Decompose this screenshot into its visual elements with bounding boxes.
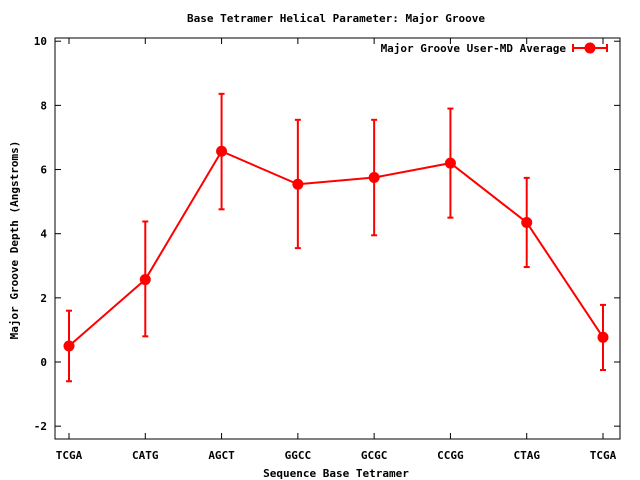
legend-marker <box>584 42 596 54</box>
plot-border <box>54 37 621 440</box>
y-tick-label: 4 <box>40 228 47 241</box>
legend: Major Groove User-MD Average <box>381 42 608 55</box>
x-tick-label: TCGA <box>56 449 83 462</box>
plot-area: -2 0 2 4 6 8 10 TCGA CATG AGCT GGCC GCGC CCGG CTAG TCG… <box>34 35 621 462</box>
x-tick-label: GCGC <box>361 449 388 462</box>
y-tick-label: 8 <box>40 99 47 112</box>
x-tick-label: TCGA <box>590 449 617 462</box>
data-point <box>597 331 609 343</box>
x-tick-label: CTAG <box>513 449 540 462</box>
legend-label: Major Groove User-MD Average <box>381 42 567 55</box>
y-tick-label: -2 <box>34 420 47 433</box>
x-tick-label: CATG <box>132 449 159 462</box>
data-point <box>444 157 456 169</box>
data-point <box>63 340 75 352</box>
chart-title: Base Tetramer Helical Parameter: Major G… <box>187 12 485 25</box>
data-point <box>368 172 380 184</box>
data-point <box>521 216 533 228</box>
x-axis-label: Sequence Base Tetramer <box>263 467 409 480</box>
y-tick-label: 0 <box>40 356 47 369</box>
x-tick-label: CCGG <box>437 449 464 462</box>
y-tick-label: 10 <box>34 35 47 48</box>
y-axis-label: Major Groove Depth (Angstroms) <box>8 141 21 340</box>
data-point <box>216 145 228 157</box>
data-point <box>292 178 304 190</box>
x-tick-label: AGCT <box>208 449 235 462</box>
series-line <box>68 149 604 347</box>
data-point <box>139 274 151 286</box>
y-tick-label: 6 <box>40 164 47 177</box>
x-tick-label: GGCC <box>285 449 312 462</box>
y-tick-label: 2 <box>40 292 47 305</box>
